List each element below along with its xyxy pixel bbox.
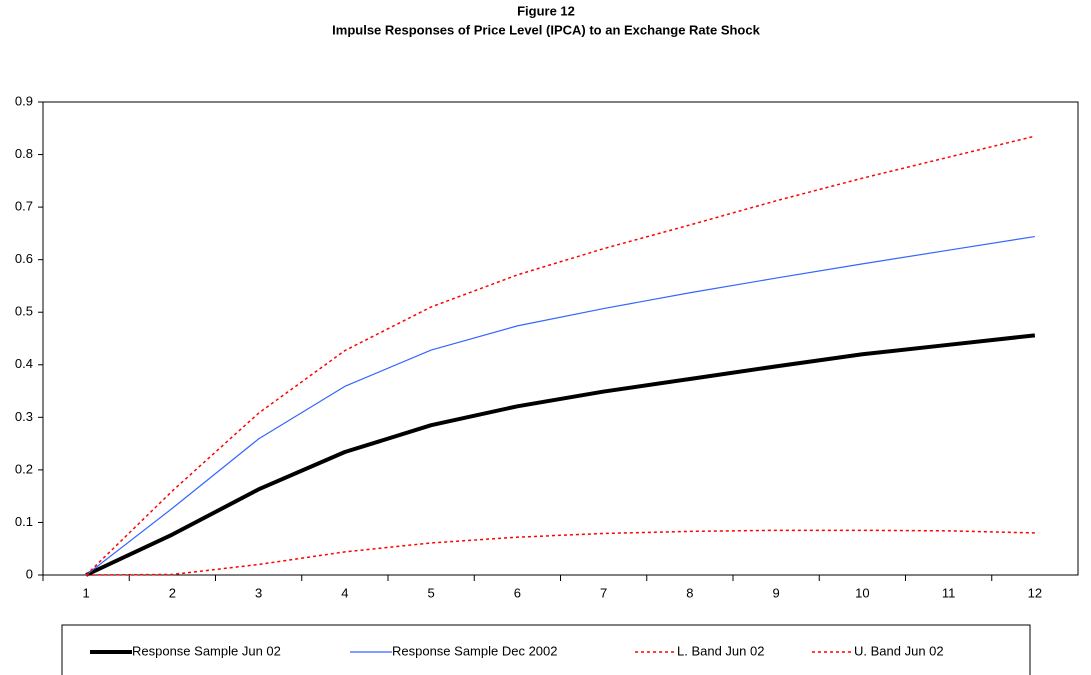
x-tick-label: 6 xyxy=(514,585,521,600)
y-tick-label: 0.8 xyxy=(15,146,33,161)
legend-label: U. Band Jun 02 xyxy=(854,643,944,658)
y-tick-label: 0.5 xyxy=(15,304,33,319)
chart-title: Figure 12 xyxy=(517,3,575,18)
series-line xyxy=(86,529,1035,576)
y-tick-label: 0.1 xyxy=(15,514,33,529)
x-tick-label: 5 xyxy=(428,585,435,600)
series-line xyxy=(85,135,1036,576)
x-tick-label: 2 xyxy=(169,585,176,600)
x-tick-label: 9 xyxy=(773,585,780,600)
series-line xyxy=(85,235,1035,576)
y-tick-label: 0.9 xyxy=(15,93,33,108)
y-tick-label: 0.3 xyxy=(15,409,33,424)
y-tick-label: 0.2 xyxy=(15,461,33,476)
x-tick-label: 10 xyxy=(855,585,869,600)
y-tick-label: 0 xyxy=(26,566,33,581)
series-line xyxy=(85,333,1036,577)
x-tick-label: 3 xyxy=(255,585,262,600)
legend-label: Response Sample Jun 02 xyxy=(132,643,281,658)
chart-subtitle: Impulse Responses of Price Level (IPCA) … xyxy=(332,22,760,37)
x-tick-label: 7 xyxy=(600,585,607,600)
plot-area xyxy=(42,101,1079,576)
y-tick-label: 0.7 xyxy=(15,199,33,214)
x-tick-label: 12 xyxy=(1028,585,1042,600)
x-tick-label: 1 xyxy=(83,585,90,600)
x-tick-label: 4 xyxy=(341,585,348,600)
legend-label: Response Sample Dec 2002 xyxy=(392,643,558,658)
x-tick-label: 8 xyxy=(686,585,693,600)
legend-box xyxy=(61,624,1031,675)
y-tick-label: 0.4 xyxy=(15,356,33,371)
y-tick-label: 0.6 xyxy=(15,251,33,266)
legend-label: L. Band Jun 02 xyxy=(677,643,764,658)
x-tick-label: 11 xyxy=(942,585,956,600)
